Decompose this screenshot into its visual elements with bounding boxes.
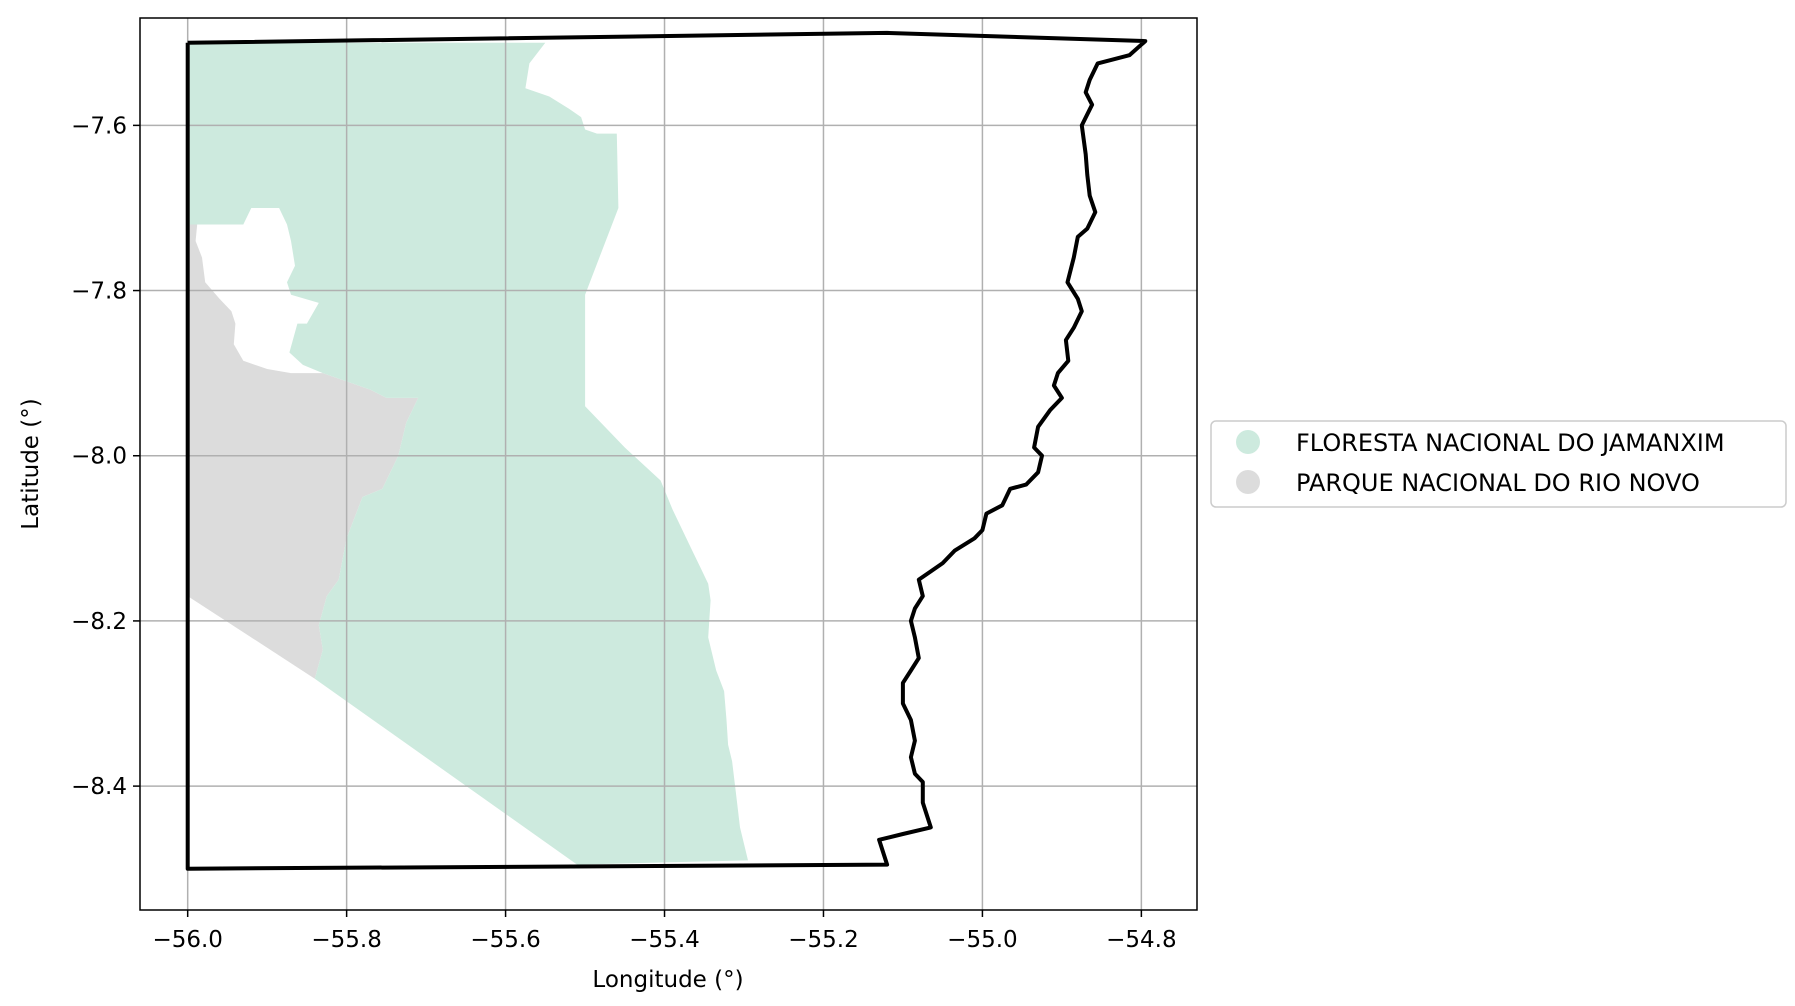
legend-label-floresta: FLORESTA NACIONAL DO JAMANXIM [1296, 429, 1725, 457]
x-axis-title: Longitude (°) [592, 967, 743, 993]
x-tick-label: −55.4 [629, 927, 699, 953]
y-tick-label: −7.8 [71, 279, 127, 305]
y-axis-title: Latitude (°) [18, 398, 44, 529]
floresta-nacional-do-jamanxim-polygon [187, 42, 748, 865]
y-tick-label: −8.2 [71, 609, 127, 635]
y-axis-ticks: −7.6 −7.8 −8.0 −8.2 −8.4 [71, 113, 140, 800]
legend-marker-floresta [1236, 430, 1260, 454]
legend-box [1210, 420, 1787, 508]
x-tick-label: −54.8 [1106, 927, 1176, 953]
y-tick-label: −7.6 [71, 113, 127, 139]
y-tick-label: −8.4 [71, 774, 127, 800]
x-axis-ticks: −56.0 −55.8 −55.6 −55.4 −55.2 −55.0 −54.8 [152, 910, 1177, 953]
x-tick-label: −56.0 [152, 927, 222, 953]
legend: FLORESTA NACIONAL DO JAMANXIM PARQUE NAC… [1210, 420, 1787, 508]
region-boundary-line [185, 30, 1148, 871]
legend-marker-parque [1236, 470, 1260, 494]
x-tick-label: −55.0 [947, 927, 1017, 953]
x-tick-label: −55.2 [788, 927, 858, 953]
plot-area [140, 18, 1197, 910]
axes-frame [139, 17, 1198, 911]
parque-nacional-do-rio-novo-polygon [187, 224, 419, 679]
y-tick-label: −8.0 [71, 444, 127, 470]
legend-label-parque: PARQUE NACIONAL DO RIO NOVO [1296, 469, 1700, 497]
x-tick-label: −55.6 [470, 927, 540, 953]
x-tick-label: −55.8 [311, 927, 381, 953]
